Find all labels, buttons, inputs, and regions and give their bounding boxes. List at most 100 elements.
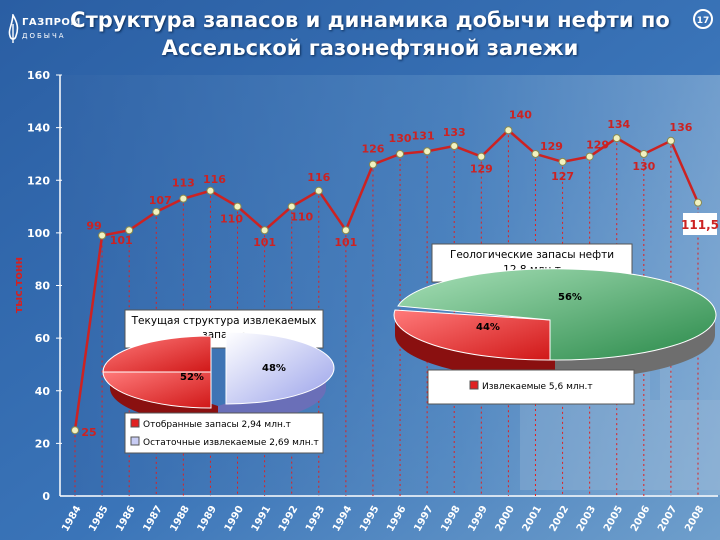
- data-label: 101: [334, 236, 357, 249]
- legend-swatch-remaining: [130, 436, 140, 446]
- geo-legend-recoverable: Извлекаемые 5,6 млн.т: [482, 382, 593, 392]
- x-tick-label: 1997: [412, 504, 435, 534]
- data-label: 140: [509, 108, 532, 121]
- data-point: [585, 152, 594, 161]
- data-point: [287, 202, 296, 211]
- x-tick-label: 2001: [521, 504, 544, 534]
- data-point: [341, 226, 350, 235]
- legend-remaining: Остаточные извлекаемые 2,69 млн.т: [143, 438, 319, 448]
- pct-remaining: 48%: [262, 363, 286, 374]
- y-tick-label: 60: [35, 332, 51, 345]
- data-point: [450, 142, 459, 151]
- data-label: 131: [412, 129, 435, 142]
- logo-name: ГАЗПРОМ: [22, 17, 81, 28]
- y-tick-label: 0: [42, 490, 50, 503]
- data-point: [179, 194, 188, 203]
- data-label: 113: [172, 177, 195, 190]
- last-value-box: [683, 213, 717, 235]
- data-label: 116: [307, 171, 330, 184]
- legend-swatch-taken: [130, 418, 140, 428]
- data-label: 129: [470, 163, 493, 176]
- y-tick-label: 80: [35, 280, 51, 293]
- data-label: 130: [389, 132, 412, 145]
- geo-panel-title-1: Геологические запасы нефти: [450, 249, 614, 261]
- data-label: 126: [361, 142, 384, 155]
- data-label: 110: [220, 213, 243, 226]
- title-line-2: Ассельской газонефтяной залежи: [161, 36, 579, 60]
- x-tick-label: 1988: [168, 504, 191, 534]
- data-label: 133: [443, 126, 466, 139]
- data-point: [206, 186, 215, 195]
- data-point: [423, 147, 432, 156]
- x-tick-label: 1991: [250, 504, 273, 534]
- y-axis-label: тыс.тонн: [12, 257, 25, 313]
- data-label: 129: [586, 139, 609, 152]
- data-point: [368, 160, 377, 169]
- geo-legend-swatch: [469, 380, 479, 390]
- data-label: 130: [632, 160, 655, 173]
- data-point: [639, 149, 648, 158]
- y-tick-label: 160: [27, 69, 50, 82]
- geological-reserves-panel: Геологические запасы нефти 12,8 млн.т 44…: [393, 243, 717, 405]
- x-tick-label: 1992: [277, 504, 300, 534]
- geo-slice-recoverable: [393, 309, 551, 361]
- data-label: 99: [86, 220, 101, 233]
- x-tick-label: 2008: [683, 504, 706, 534]
- data-point: [531, 149, 540, 158]
- x-tick-label: 1984: [60, 504, 83, 534]
- gazprom-logo: ГАЗПРОМ ДОБЫЧА: [4, 8, 81, 52]
- y-tick-label: 40: [35, 385, 51, 398]
- data-point: [260, 226, 269, 235]
- x-tick-label: 1989: [196, 504, 219, 534]
- y-tick-label: 120: [27, 174, 50, 187]
- data-label: 107: [149, 194, 172, 207]
- current-structure-panel: Текущая структура извлекаемых запасов 52…: [102, 309, 335, 454]
- x-tick-label: 2006: [629, 504, 652, 534]
- x-tick-label: 2005: [602, 504, 625, 534]
- data-point: [71, 426, 79, 435]
- x-tick-label: 1996: [385, 504, 408, 534]
- data-point: [666, 136, 675, 145]
- x-tick-label: 1999: [466, 504, 489, 534]
- pct-taken: 52%: [180, 372, 204, 383]
- y-tick-label: 20: [35, 437, 51, 450]
- x-tick-label: 1985: [87, 504, 110, 534]
- pie-slice-remaining: [225, 331, 335, 405]
- data-label: 127: [551, 170, 574, 183]
- production-series: [71, 126, 702, 435]
- x-tick-label: 1987: [141, 504, 164, 534]
- plant-silhouette: [520, 300, 720, 490]
- data-label: 129: [540, 140, 563, 153]
- data-point: [152, 207, 161, 216]
- x-tick-label: 1998: [439, 504, 462, 534]
- x-tick-label: 1995: [358, 504, 381, 534]
- flame-icon: [8, 14, 19, 43]
- x-tick-label: 1986: [114, 504, 137, 534]
- data-point: [558, 157, 567, 166]
- geo-pie: [393, 268, 717, 380]
- data-point: [314, 186, 323, 195]
- data-label: 25: [81, 426, 96, 439]
- geo-slice-other: [397, 268, 717, 361]
- x-tick-label: 2003: [575, 504, 598, 534]
- data-point: [125, 226, 134, 235]
- y-tick-labels: 0 20 40 60 80 100 120 140 160: [27, 69, 62, 503]
- data-label: 136: [669, 121, 692, 134]
- data-label: 134: [607, 118, 630, 131]
- last-value-label: 111,5: [681, 218, 719, 232]
- data-label: 101: [253, 236, 276, 249]
- y-tick-label: 140: [27, 122, 50, 135]
- title-line-1: Структура запасов и динамика добычи нефт…: [70, 8, 670, 32]
- data-point: [694, 198, 702, 207]
- pie-slice-taken: [102, 371, 212, 409]
- legend-taken: Отобранные запасы 2,94 млн.т: [143, 420, 291, 430]
- y-tick-label: 100: [27, 227, 50, 240]
- geo-legend-box: [427, 369, 635, 405]
- data-point: [98, 231, 107, 240]
- x-tick-label: 1990: [223, 504, 246, 534]
- data-point: [504, 126, 513, 135]
- current-panel-title-1: Текущая структура извлекаемых: [131, 315, 317, 327]
- page-number-badge: 17: [693, 9, 713, 29]
- current-legend-box: [124, 412, 324, 454]
